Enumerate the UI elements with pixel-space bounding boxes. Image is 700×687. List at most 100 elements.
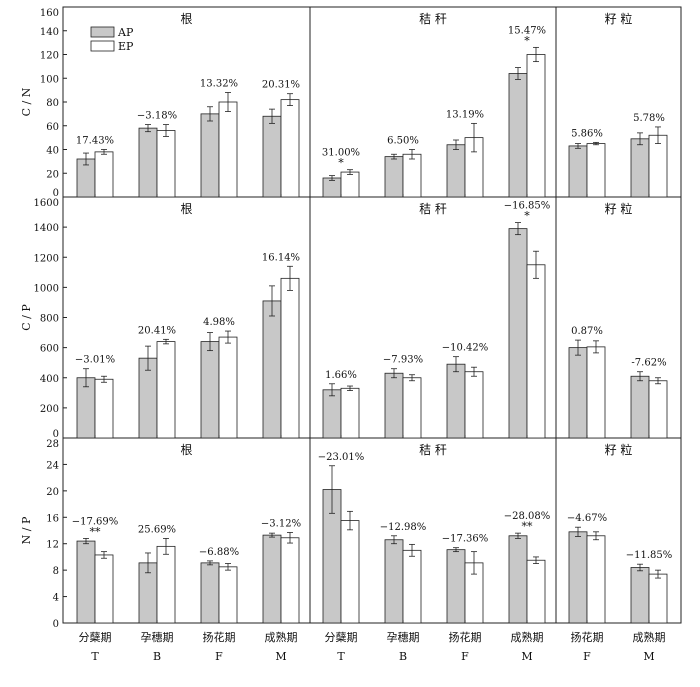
y-axis-label: C / N — [20, 87, 33, 116]
bar-ap — [200, 562, 220, 624]
panel-title: 籽 粒 — [605, 201, 633, 216]
bar-ep — [648, 134, 668, 198]
x-tick-label-en: F — [583, 650, 591, 663]
percent-change-label: 17.43% — [76, 136, 114, 147]
y-tick-label: 400 — [40, 374, 59, 385]
percent-change-label: 0.87% — [571, 326, 603, 337]
bar-ep — [402, 549, 422, 624]
x-tick-label-en: M — [643, 650, 654, 663]
bar-ap — [630, 567, 650, 624]
y-tick-label: 60 — [46, 122, 59, 133]
percent-change-label: −3.01% — [75, 355, 115, 366]
y-tick-label: 0 — [53, 619, 59, 630]
bar-ep — [402, 377, 422, 439]
y-tick-label: 80 — [46, 98, 59, 109]
percent-change-label: 6.50% — [387, 136, 419, 147]
bar-ep — [526, 54, 546, 198]
bar-ep — [280, 537, 300, 624]
significance-marker: * — [524, 210, 530, 223]
percent-change-label: −4.67% — [567, 513, 607, 524]
percent-change-label: 15.47% — [508, 25, 546, 36]
bar-ep — [340, 387, 360, 439]
percent-change-label: −7.93% — [383, 355, 423, 366]
bar-ep — [218, 566, 238, 624]
bar-ep — [526, 264, 546, 439]
y-tick-label: 12 — [46, 540, 59, 551]
bar-ep — [586, 143, 606, 198]
y-tick-label: 8 — [53, 566, 59, 577]
bar-ap — [200, 341, 220, 439]
bar-ep — [218, 336, 238, 439]
percent-change-label: 16.14% — [262, 252, 300, 263]
percent-change-label: −10.42% — [442, 343, 489, 354]
percent-change-label: −17.69% — [72, 516, 119, 527]
bar-ap — [446, 144, 466, 198]
x-tick-label-cn: 扬花期 — [571, 630, 604, 644]
bar-ep — [94, 151, 114, 198]
percent-change-label: −12.98% — [380, 522, 427, 533]
bar-ap — [508, 228, 528, 439]
panel-title: 秸 秆 — [419, 443, 447, 457]
percent-change-label: 5.86% — [571, 128, 603, 139]
legend-swatch-ep — [90, 40, 115, 52]
bar-ep — [156, 545, 176, 624]
x-tick-label-en: T — [91, 650, 99, 663]
bar-ap — [322, 177, 342, 198]
bar-ap — [568, 145, 588, 198]
x-tick-label-cn: 孕穗期 — [141, 631, 174, 644]
bar-ep — [94, 378, 114, 439]
x-tick-label-cn: 分蘖期 — [325, 630, 358, 644]
bar-ep — [94, 554, 114, 624]
y-tick-label: 200 — [40, 404, 59, 415]
bar-ap — [508, 73, 528, 198]
y-tick-label: 0 — [53, 188, 59, 199]
x-tick-label-en: M — [521, 650, 532, 663]
percent-change-label: −16.85% — [504, 201, 551, 212]
bar-ep — [280, 277, 300, 439]
percent-change-label: 13.32% — [200, 79, 238, 90]
percent-change-label: −17.36% — [442, 534, 489, 545]
bar-ap — [262, 115, 282, 198]
panel-title: 根 — [180, 202, 192, 216]
y-tick-label: 20 — [46, 169, 59, 180]
percent-change-label: 5.78% — [633, 113, 665, 124]
bar-ep — [340, 520, 360, 624]
bar-ap — [262, 300, 282, 439]
significance-marker: * — [524, 34, 530, 47]
bar-ap — [322, 389, 342, 439]
percent-change-label: −23.01% — [318, 452, 365, 463]
bar-ap — [630, 375, 650, 439]
bar-ep — [586, 535, 606, 624]
y-tick-label: 40 — [46, 146, 59, 157]
bar-ep — [464, 371, 484, 439]
bar-ep — [648, 380, 668, 439]
significance-marker: ** — [522, 520, 534, 533]
y-tick-label: 800 — [40, 314, 59, 325]
bar-ap — [200, 113, 220, 198]
bar-ap — [262, 534, 282, 624]
y-tick-label: 1600 — [34, 198, 59, 209]
bar-ep — [156, 130, 176, 198]
x-tick-label-cn: 成熟期 — [265, 630, 298, 644]
percent-change-label: 13.19% — [446, 109, 484, 120]
bar-ap — [76, 540, 96, 624]
percent-change-label: 1.66% — [325, 370, 357, 381]
bar-ep — [218, 101, 238, 198]
x-tick-label-cn: 扬花期 — [449, 630, 482, 644]
y-tick-label: 0 — [53, 429, 59, 440]
percent-change-label: 25.69% — [138, 524, 176, 535]
x-tick-label-cn: 成熟期 — [511, 630, 544, 644]
x-tick-label-cn: 分蘖期 — [79, 630, 112, 644]
percent-change-label: 31.00% — [322, 148, 360, 159]
percent-change-label: −3.12% — [261, 518, 301, 529]
panel-title: 根 — [180, 443, 192, 457]
percent-change-label: 4.98% — [203, 317, 235, 328]
y-tick-label: 28 — [46, 439, 59, 450]
plot-frame — [62, 6, 682, 624]
x-tick-label-cn: 成熟期 — [633, 630, 666, 644]
percent-change-label: −3.18% — [137, 111, 177, 122]
x-tick-label-en: F — [215, 650, 223, 663]
bar-ap — [384, 372, 404, 439]
bar-ap — [568, 347, 588, 439]
